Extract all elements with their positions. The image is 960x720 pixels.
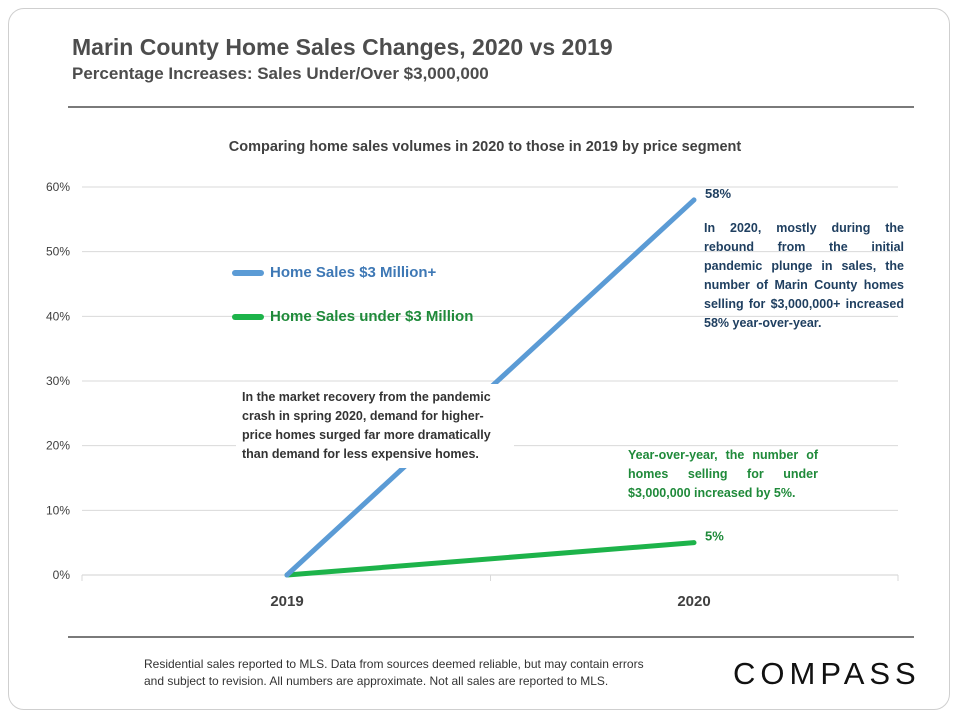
annotation-high-end: In 2020, mostly during the rebound from … bbox=[704, 221, 904, 330]
annotation-market-recovery: In the market recovery from the pandemic… bbox=[236, 384, 514, 468]
legend-label-high: Home Sales $3 Million+ bbox=[270, 264, 437, 281]
series-line-1 bbox=[284, 540, 697, 578]
series-group: 58% 5% bbox=[284, 186, 731, 578]
page-title: Marin County Home Sales Changes, 2020 vs… bbox=[72, 34, 613, 60]
y-tick-label-0: 0% bbox=[53, 568, 71, 582]
x-tick-label-0: 2019 bbox=[270, 593, 303, 610]
legend-item-high: Home Sales $3 Million+ bbox=[232, 264, 436, 281]
x-axis: 2019 2020 bbox=[82, 574, 898, 610]
y-tick-label-1: 10% bbox=[46, 503, 70, 517]
top-divider bbox=[68, 106, 914, 108]
y-tick-label-4: 40% bbox=[46, 309, 70, 323]
data-label-0: 58% bbox=[705, 186, 731, 201]
footnote-line-1: Residential sales reported to MLS. Data … bbox=[144, 657, 644, 671]
gridlines bbox=[81, 186, 899, 581]
legend-swatch-low bbox=[232, 313, 264, 320]
legend-item-low: Home Sales under $3 Million bbox=[232, 308, 473, 325]
y-tick-label-6: 60% bbox=[46, 180, 70, 194]
legend-label-low: Home Sales under $3 Million bbox=[270, 308, 474, 325]
annotation-under-3m: Year-over-year, the number of homes sell… bbox=[628, 448, 818, 500]
compass-logo: COMPASS bbox=[733, 656, 921, 691]
x-tick-label-1: 2020 bbox=[677, 593, 710, 610]
legend-swatch-high bbox=[232, 269, 264, 276]
footnote-line-2: and subject to revision. All numbers are… bbox=[144, 674, 609, 688]
y-axis: 0% 10% 20% 30% 40% 50% 60% bbox=[46, 180, 70, 582]
y-tick-label-2: 20% bbox=[46, 439, 70, 453]
y-tick-label-5: 50% bbox=[46, 245, 70, 259]
bottom-divider bbox=[68, 636, 914, 638]
slide-frame bbox=[8, 8, 950, 710]
chart-title: Comparing home sales volumes in 2020 to … bbox=[229, 139, 742, 155]
footnote: Residential sales reported to MLS. Data … bbox=[144, 656, 714, 690]
y-tick-label-3: 30% bbox=[46, 374, 70, 388]
data-label-1: 5% bbox=[705, 529, 724, 544]
page-subtitle: Percentage Increases: Sales Under/Over $… bbox=[72, 64, 489, 83]
